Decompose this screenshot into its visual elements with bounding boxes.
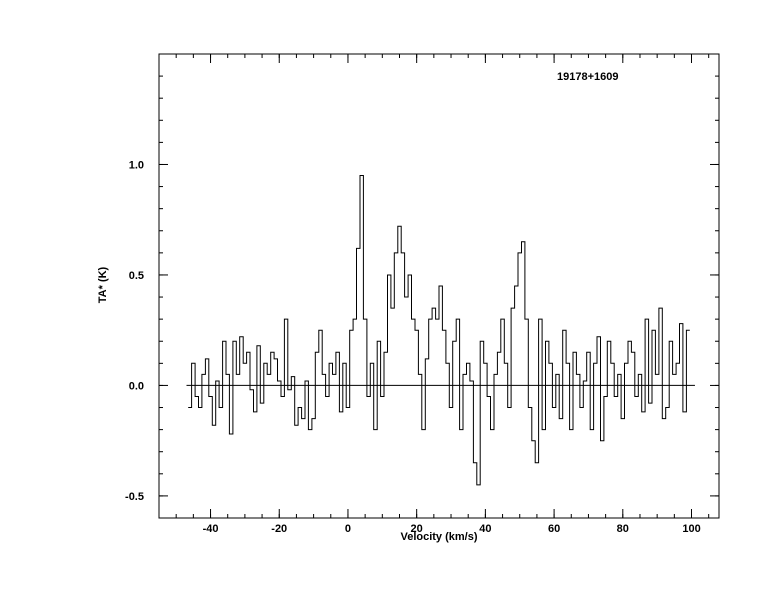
x-tick-label: 60 xyxy=(548,523,560,535)
major-ticks xyxy=(159,54,719,518)
x-axis-title: Velocity (km/s) xyxy=(400,531,477,543)
y-axis-title: TA* (K) xyxy=(97,266,109,303)
x-tick-label: -40 xyxy=(203,523,219,535)
spectrum-line xyxy=(188,175,690,486)
x-tick-label: 20 xyxy=(411,523,423,535)
plot-border xyxy=(158,53,720,519)
axes-frame xyxy=(158,53,720,519)
x-tick-label: 80 xyxy=(617,523,629,535)
x-tick-label: 100 xyxy=(682,523,700,535)
x-tick-label: 40 xyxy=(479,523,491,535)
source-annotation: 19178+1609 xyxy=(557,71,618,83)
y-tick-label: -0.5 xyxy=(125,491,144,503)
x-tick-label: 0 xyxy=(345,523,351,535)
y-tick-label: 1.0 xyxy=(129,159,144,171)
y-tick-label: 0.0 xyxy=(129,380,144,392)
tick-labels: -40 -20 0 20 40 60 80 100 -0.5 0.0 0.5 1.0 xyxy=(125,159,701,535)
x-tick-label: -20 xyxy=(271,523,287,535)
y-tick-label: 0.5 xyxy=(129,270,144,282)
